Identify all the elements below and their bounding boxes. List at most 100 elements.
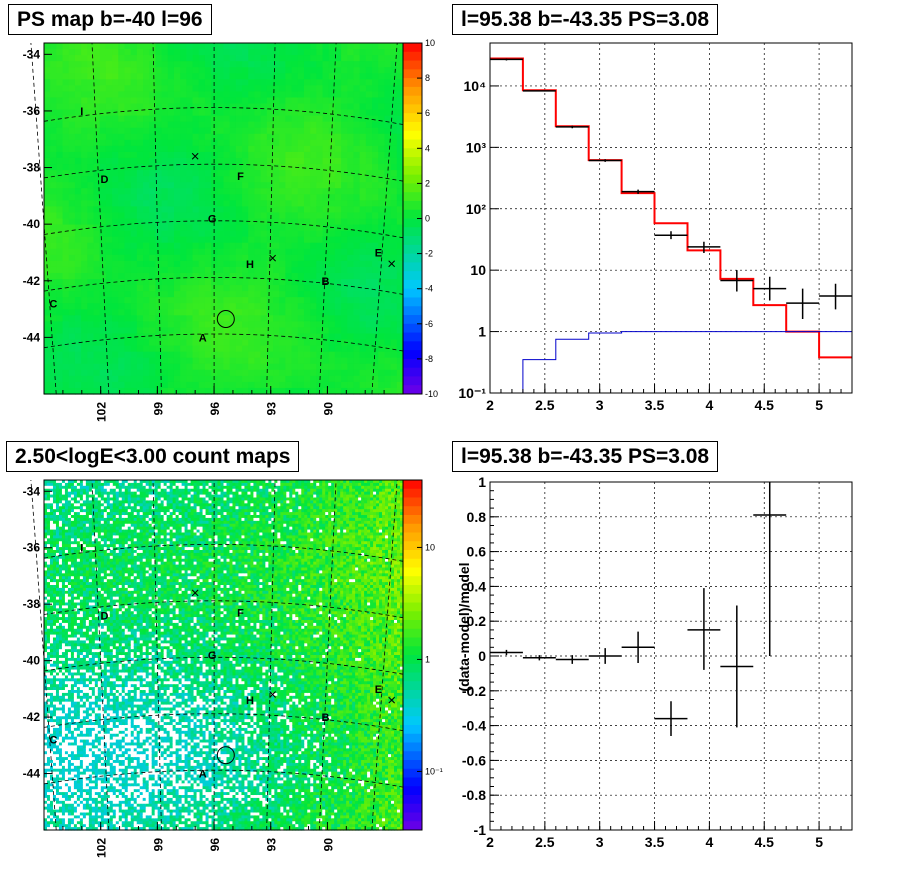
map-pixel [261,382,268,389]
map-pixel [118,243,125,250]
map-pixel [50,237,57,244]
map-pixel [118,315,125,322]
map-pixel [353,261,360,268]
map-pixel [236,67,243,74]
map-pixel [44,194,51,201]
map-pixel [378,134,385,141]
map-pixel [56,85,63,92]
map-pixel [366,309,373,316]
map-pixel [285,170,292,177]
map-pixel [56,309,63,316]
map-pixel [391,237,398,244]
map-pixel [316,297,323,304]
map-pixel [248,152,255,159]
map-pixel [69,219,76,226]
map-pixel [366,152,373,159]
map-pixel [292,309,299,316]
map-pixel [205,376,212,383]
map-pixel [106,255,113,262]
map-pixel [254,346,261,353]
map-pixel [230,249,237,256]
map-pixel [69,55,76,62]
map-pixel [211,73,218,80]
map-pixel [162,43,169,50]
map-pixel [131,55,138,62]
map-pixel [186,219,193,226]
map-pixel [75,212,82,219]
map-pixel [310,321,317,328]
map-pixel [106,128,113,135]
map-pixel [193,315,200,322]
map-pixel [261,73,268,80]
map-pixel [384,182,391,189]
map-pixel [292,61,299,68]
map-pixel [75,194,82,201]
colorbar-tick-label: 4 [425,143,430,153]
map-pixel [279,297,286,304]
map-pixel [366,146,373,153]
map-pixel [174,134,181,141]
map-pixel [310,176,317,183]
map-pixel [155,97,162,104]
map-pixel [279,237,286,244]
map-pixel [341,188,348,195]
map-pixel [261,327,268,334]
map-pixel [391,352,398,359]
map-pixel [267,261,274,268]
map-pixel [106,237,113,244]
map-pixel [360,200,367,207]
map-pixel [273,382,280,389]
map-pixel [254,376,261,383]
map-pixel [391,376,398,383]
map-pixel [248,200,255,207]
map-pixel [292,206,299,213]
colorbar-cell [403,131,422,140]
map-pixel [199,140,206,147]
map-pixel [298,176,305,183]
map-pixel [341,206,348,213]
colorbar-cell [403,52,422,61]
map-pixel [242,55,249,62]
map-pixel [279,303,286,310]
map-pixel [131,85,138,92]
map-pixel [112,273,119,280]
map-pixel [186,291,193,298]
map-pixel [279,55,286,62]
map-pixel [224,43,231,50]
map-pixel [298,67,305,74]
map-pixel [124,321,131,328]
map-pixel [94,79,101,86]
map-pixel [155,309,162,316]
map-pixel [81,249,88,256]
map-pixel [100,249,107,256]
map-pixel [124,249,131,256]
map-pixel [217,231,224,238]
map-pixel [56,327,63,334]
map-pixel [304,55,311,62]
map-pixel [168,333,175,340]
map-pixel [50,200,57,207]
map-pixel [199,152,206,159]
map-pixel [347,49,354,56]
map-pixel [279,273,286,280]
map-pixel [149,188,156,195]
map-pixel [391,206,398,213]
map-pixel [372,73,379,80]
map-pixel [285,321,292,328]
map-pixel [63,364,70,371]
map-pixel [248,188,255,195]
map-pixel [75,128,82,135]
map-pixel [304,188,311,195]
map-pixel [353,309,360,316]
map-pixel [174,327,181,334]
map-pixel [193,188,200,195]
map-pixel [217,104,224,111]
map-pixel [81,188,88,195]
map-pixel [304,206,311,213]
map-pixel [292,146,299,153]
map-pixel [384,67,391,74]
map-pixel [254,315,261,322]
map-pixel [267,279,274,286]
map-pixel [180,212,187,219]
map-pixel [112,261,119,268]
